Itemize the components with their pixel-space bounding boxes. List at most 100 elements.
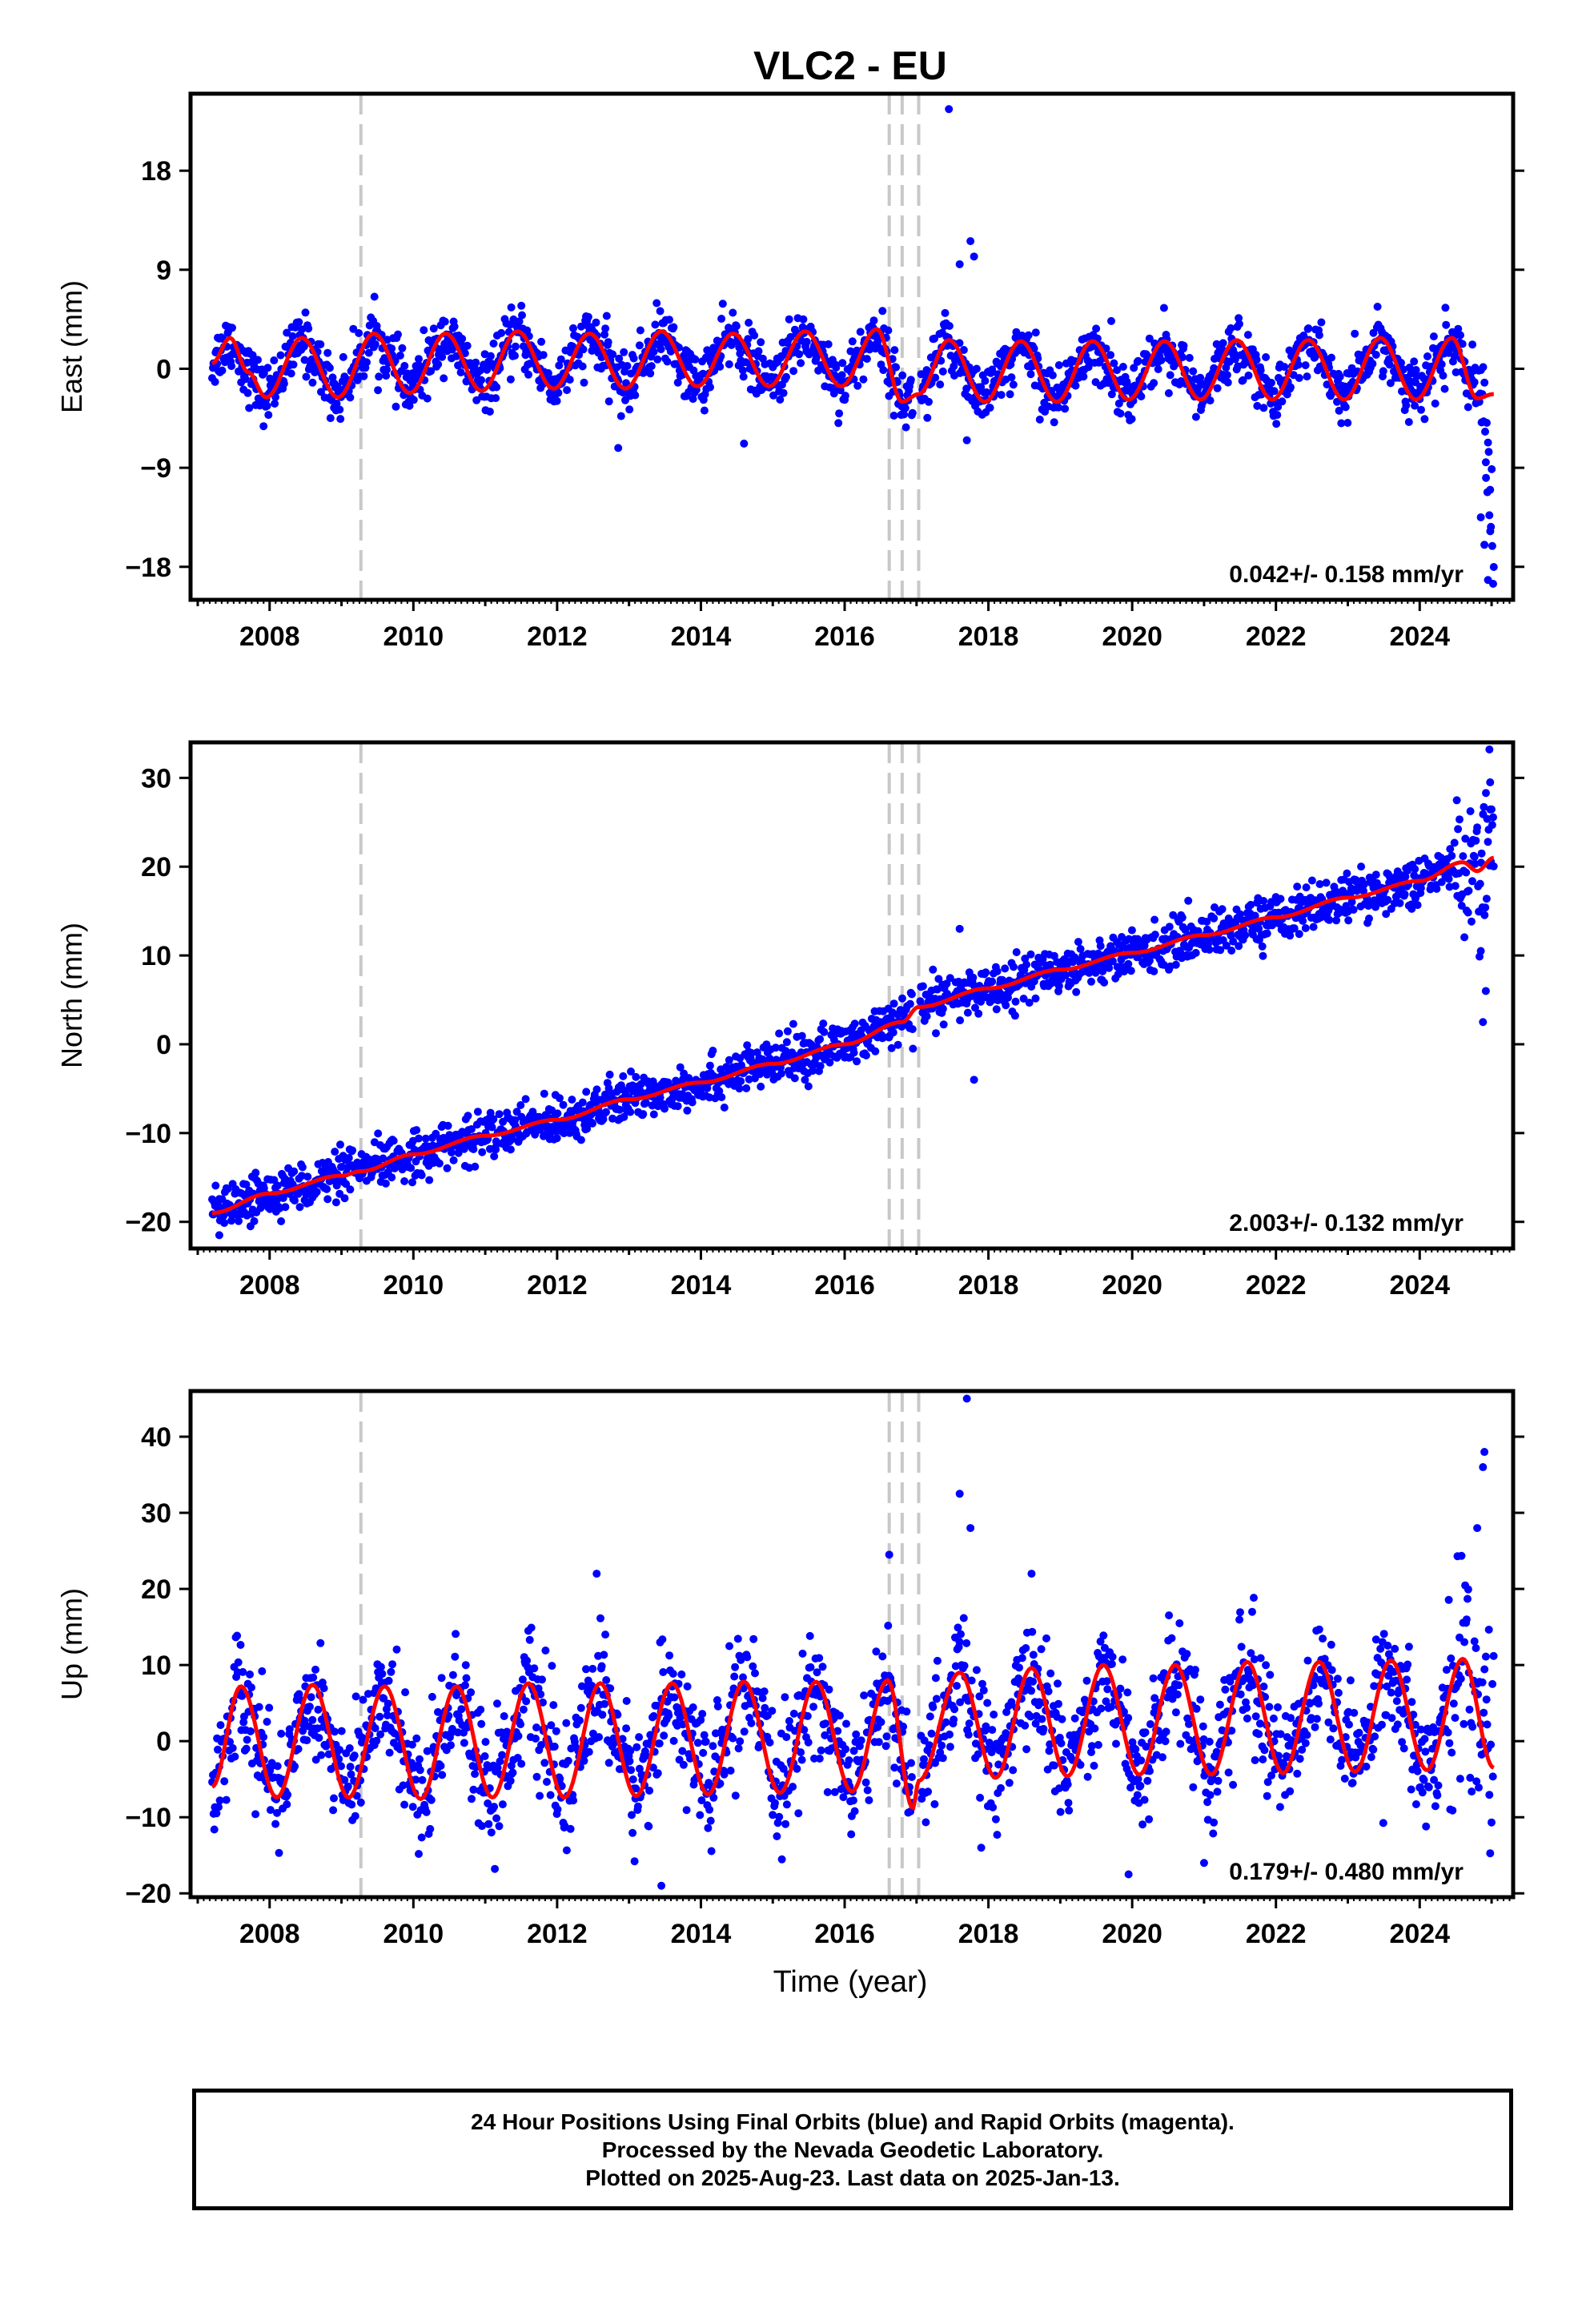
data-point: [689, 1703, 697, 1711]
data-point: [564, 1756, 572, 1765]
data-point: [243, 1735, 251, 1744]
data-point: [371, 1724, 379, 1732]
data-point: [391, 402, 400, 411]
data-point: [579, 345, 588, 354]
data-point: [974, 1009, 983, 1018]
data-point: [305, 1703, 314, 1711]
data-point: [820, 1027, 829, 1036]
data-point: [963, 1008, 972, 1017]
data-point: [468, 1795, 476, 1803]
data-point: [329, 1806, 338, 1815]
data-point: [697, 1715, 705, 1724]
data-point: [848, 337, 857, 346]
data-point: [731, 1663, 740, 1671]
data-point: [1470, 853, 1479, 861]
model-curve-east: [211, 327, 1494, 404]
data-point: [283, 1800, 291, 1809]
outlier-point: [1485, 745, 1494, 754]
data-point: [735, 1084, 744, 1093]
data-point: [376, 1663, 385, 1671]
data-point: [656, 345, 665, 354]
data-point: [1482, 789, 1490, 798]
data-point: [1459, 852, 1468, 861]
data-point: [777, 1069, 785, 1078]
data-point: [448, 1671, 457, 1679]
data-point: [448, 1148, 456, 1157]
data-point: [768, 1707, 777, 1715]
data-point: [1235, 320, 1243, 328]
data-point: [565, 376, 574, 384]
outlier-point: [614, 444, 623, 452]
data-point: [782, 1733, 791, 1742]
data-point: [1464, 908, 1472, 917]
data-point: [709, 1047, 717, 1055]
data-point: [602, 1676, 611, 1684]
data-point: [522, 1697, 531, 1706]
data-point: [371, 340, 379, 348]
data-point: [358, 1734, 367, 1742]
data-point: [1185, 353, 1194, 362]
data-point: [850, 1019, 859, 1028]
data-point: [1293, 883, 1302, 891]
data-point: [821, 1731, 829, 1739]
data-point: [478, 1822, 486, 1831]
data-point: [700, 1731, 709, 1739]
data-point: [461, 1661, 470, 1670]
data-point: [1466, 807, 1475, 815]
data-point: [1031, 328, 1040, 337]
data-point: [1191, 948, 1200, 957]
data-point: [311, 1665, 319, 1674]
data-point: [562, 1846, 571, 1855]
data-point: [467, 1688, 476, 1697]
data-point: [1243, 331, 1252, 340]
y-tick-label: 30: [141, 763, 171, 794]
data-point: [1489, 862, 1498, 870]
data-point: [1477, 849, 1486, 858]
data-point: [1272, 420, 1281, 428]
data-point: [1196, 373, 1205, 382]
data-point: [279, 1194, 287, 1202]
data-point: [1098, 967, 1107, 975]
data-point: [1399, 365, 1407, 374]
data-point: [211, 377, 219, 386]
data-point: [1071, 381, 1080, 390]
data-point: [458, 335, 467, 343]
data-point: [486, 352, 495, 360]
data-point: [477, 376, 486, 384]
data-point: [606, 1684, 615, 1693]
x-tick-label: 2016: [814, 1270, 875, 1301]
data-point: [1252, 356, 1261, 364]
data-point: [1295, 374, 1303, 382]
data-point: [532, 1723, 540, 1732]
data-point: [1404, 418, 1413, 426]
data-point: [893, 1040, 902, 1049]
data-point: [834, 419, 843, 428]
data-point: [652, 299, 661, 308]
data-point: [1489, 563, 1498, 571]
data-point: [339, 352, 347, 361]
data-point: [359, 1695, 367, 1704]
data-point: [343, 1782, 352, 1791]
data-point: [601, 324, 610, 333]
data-point: [802, 337, 811, 346]
data-point: [1035, 415, 1044, 424]
data-point: [1205, 945, 1214, 954]
data-point: [750, 331, 759, 340]
data-point: [709, 1793, 718, 1802]
data-point: [889, 412, 898, 420]
data-point: [1365, 915, 1373, 923]
data-point: [901, 404, 909, 412]
data-point: [543, 1778, 551, 1786]
data-point: [381, 1179, 390, 1188]
data-point: [1462, 868, 1471, 877]
data-point: [1010, 1011, 1019, 1020]
data-point: [794, 1809, 803, 1818]
data-point: [950, 362, 958, 371]
data-point: [1210, 914, 1219, 923]
data-point: [602, 312, 611, 320]
y-tick-label: 18: [141, 156, 171, 187]
data-point: [364, 348, 373, 357]
data-point: [1219, 339, 1227, 348]
data-point: [304, 324, 313, 333]
data-point: [898, 371, 907, 380]
